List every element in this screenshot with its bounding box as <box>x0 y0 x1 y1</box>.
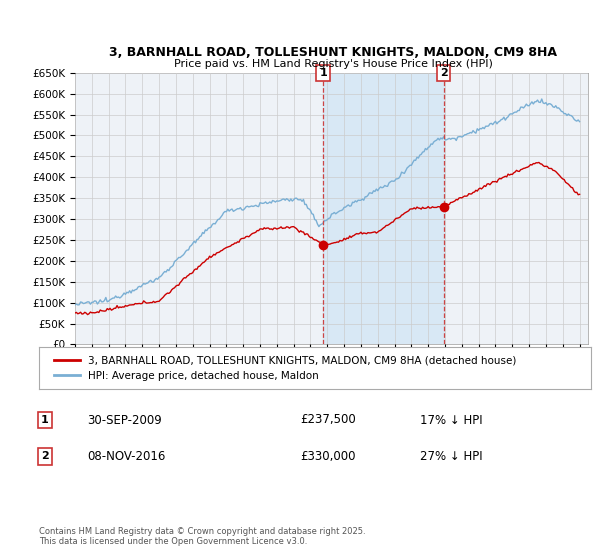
Bar <box>323 73 443 344</box>
Text: 1: 1 <box>41 415 49 425</box>
Legend: 3, BARNHALL ROAD, TOLLESHUNT KNIGHTS, MALDON, CM9 8HA (detached house), HPI: Ave: 3, BARNHALL ROAD, TOLLESHUNT KNIGHTS, MA… <box>50 352 521 385</box>
Text: 08-NOV-2016: 08-NOV-2016 <box>87 450 166 463</box>
Text: 30-SEP-2009: 30-SEP-2009 <box>87 413 162 427</box>
Text: Price paid vs. HM Land Registry's House Price Index (HPI): Price paid vs. HM Land Registry's House … <box>173 59 493 69</box>
Text: £237,500: £237,500 <box>300 413 356 427</box>
Text: 1: 1 <box>319 68 327 78</box>
Text: 2: 2 <box>440 68 448 78</box>
Text: 2: 2 <box>41 451 49 461</box>
Text: 3, BARNHALL ROAD, TOLLESHUNT KNIGHTS, MALDON, CM9 8HA: 3, BARNHALL ROAD, TOLLESHUNT KNIGHTS, MA… <box>109 46 557 59</box>
Text: £330,000: £330,000 <box>300 450 355 463</box>
Text: 17% ↓ HPI: 17% ↓ HPI <box>420 413 482 427</box>
Text: 27% ↓ HPI: 27% ↓ HPI <box>420 450 482 463</box>
Text: Contains HM Land Registry data © Crown copyright and database right 2025.
This d: Contains HM Land Registry data © Crown c… <box>39 526 365 546</box>
